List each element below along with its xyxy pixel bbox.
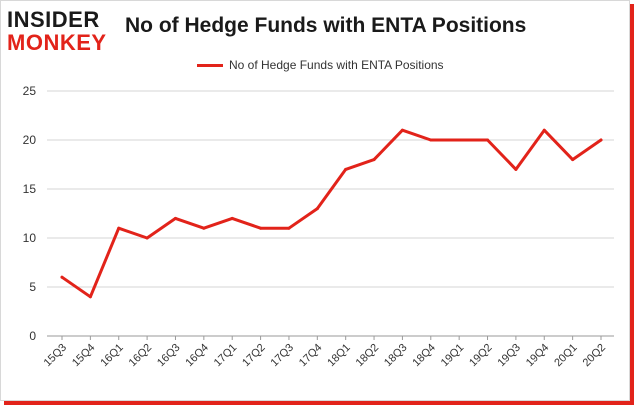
x-tick-label: 19Q1 bbox=[439, 342, 467, 370]
x-tick-label: 15Q3 bbox=[42, 342, 70, 370]
x-tick-label: 18Q4 bbox=[410, 342, 438, 370]
y-tick-label: 5 bbox=[29, 280, 36, 294]
data-point bbox=[60, 275, 64, 279]
chart-title: No of Hedge Funds with ENTA Positions bbox=[125, 14, 527, 37]
y-tick-label: 15 bbox=[23, 182, 37, 196]
data-point bbox=[429, 138, 433, 142]
series-line-0 bbox=[60, 128, 603, 299]
data-point bbox=[145, 236, 149, 240]
series-group bbox=[60, 128, 603, 299]
x-tick-label: 19Q4 bbox=[524, 342, 552, 370]
x-axis-ticks: 15Q3 15Q4 16Q1 16Q2 16Q3 16Q4 17Q1 17Q2 17Q3 17Q4… bbox=[42, 336, 609, 370]
x-tick-label: 19Q2 bbox=[467, 342, 495, 370]
legend-swatch bbox=[197, 63, 223, 67]
gridlines bbox=[47, 90, 614, 337]
y-axis-ticks: 0 5 10 15 20 25 bbox=[23, 84, 37, 343]
data-point bbox=[400, 128, 404, 132]
x-tick-label: 16Q1 bbox=[98, 342, 126, 370]
data-point bbox=[173, 216, 177, 220]
x-tick-label: 17Q3 bbox=[269, 342, 297, 370]
legend-label: No of Hedge Funds with ENTA Positions bbox=[229, 58, 444, 72]
x-tick-label: 18Q2 bbox=[354, 342, 382, 370]
x-tick-label: 17Q1 bbox=[212, 342, 240, 370]
data-point bbox=[486, 138, 490, 142]
data-point bbox=[571, 158, 575, 162]
data-point bbox=[542, 128, 546, 132]
data-point bbox=[315, 207, 319, 211]
x-tick-label: 17Q2 bbox=[240, 342, 268, 370]
x-tick-label: 16Q4 bbox=[183, 342, 211, 370]
logo-bottom-text: MONKEY bbox=[7, 30, 107, 55]
data-point bbox=[599, 138, 603, 142]
x-tick-label: 18Q1 bbox=[325, 342, 353, 370]
y-tick-label: 25 bbox=[23, 84, 37, 98]
data-point bbox=[230, 216, 234, 220]
data-point bbox=[457, 138, 461, 142]
x-tick-label: 20Q2 bbox=[581, 342, 609, 370]
x-tick-label: 17Q4 bbox=[297, 342, 325, 370]
y-tick-label: 10 bbox=[23, 231, 37, 245]
x-tick-label: 16Q3 bbox=[155, 342, 183, 370]
chart-frame: INSIDER MONKEY No of Hedge Funds with EN… bbox=[0, 0, 630, 401]
data-point bbox=[88, 295, 92, 299]
x-tick-label: 18Q3 bbox=[382, 342, 410, 370]
data-point bbox=[259, 226, 263, 230]
y-tick-label: 20 bbox=[23, 133, 37, 147]
data-point bbox=[202, 226, 206, 230]
data-point bbox=[117, 226, 121, 230]
data-point bbox=[372, 158, 376, 162]
x-tick-label: 16Q2 bbox=[127, 342, 155, 370]
chart-legend: No of Hedge Funds with ENTA Positions bbox=[197, 58, 444, 72]
y-tick-label: 0 bbox=[29, 329, 36, 343]
data-point bbox=[344, 167, 348, 171]
insider-monkey-logo: INSIDER MONKEY bbox=[7, 7, 119, 57]
data-point bbox=[514, 167, 518, 171]
x-tick-label: 20Q1 bbox=[552, 342, 580, 370]
logo-top-text: INSIDER bbox=[7, 7, 100, 32]
data-point bbox=[287, 226, 291, 230]
x-tick-label: 15Q4 bbox=[70, 342, 98, 370]
x-tick-label: 19Q3 bbox=[495, 342, 523, 370]
